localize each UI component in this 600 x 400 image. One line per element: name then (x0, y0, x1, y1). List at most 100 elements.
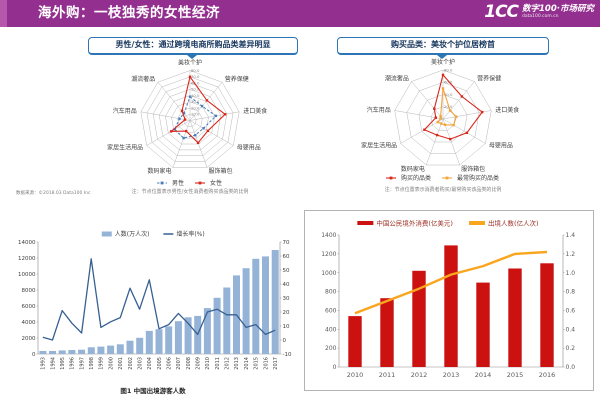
overseas-spending-panel: 0 200 400 600 800 1000 1200 1400 0.0 0.2 0.4 0.6 0.8… (304, 210, 594, 391)
title-pointer-icon (187, 55, 197, 59)
svg-text:2013: 2013 (234, 357, 240, 370)
header-bar: 海外购：一枝独秀的女性经济 1CC 数字100·市场研究 data100.com… (0, 0, 600, 27)
svg-text:0.8: 0.8 (566, 289, 576, 296)
svg-text:14000: 14000 (18, 240, 36, 246)
svg-text:800: 800 (325, 289, 337, 296)
svg-text:汽车用品: 汽车用品 (113, 107, 137, 115)
svg-text:50: 50 (283, 268, 290, 274)
svg-text:6000: 6000 (22, 304, 36, 310)
radar-category-note: 注：节点位置表示消费者购买/最常购买该品类的比例 (384, 187, 502, 193)
svg-text:2013: 2013 (443, 371, 460, 379)
svg-text:1997: 1997 (79, 357, 85, 370)
svg-text:中国公民境外消费(亿美元): 中国公民境外消费(亿美元) (376, 218, 453, 227)
svg-text:营养保健: 营养保健 (225, 75, 249, 83)
svg-text:1.0: 1.0 (566, 270, 576, 277)
svg-text:女性: 女性 (210, 179, 222, 187)
svg-text:2016: 2016 (539, 371, 556, 379)
header-accent-strip (0, 0, 7, 27)
svg-text:20.0: 20.0 (191, 105, 200, 110)
svg-text:70: 70 (283, 240, 290, 246)
svg-text:0.2: 0.2 (566, 345, 576, 352)
svg-text:2014: 2014 (475, 371, 492, 379)
svg-text:服饰箱包: 服饰箱包 (461, 165, 485, 173)
radar-chart-category: 20.040.060.080.0美妆个护营养保健进口美食母婴用品服饰箱包数码家电… (361, 58, 519, 182)
outbound-tourists-chart: 0 2000 4000 6000 8000 10000 12000 14000 -10 0 10 20… (18, 230, 292, 370)
svg-text:400: 400 (325, 326, 337, 333)
svg-text:男性: 男性 (172, 179, 184, 187)
svg-text:母婴用品: 母婴用品 (237, 145, 261, 152)
svg-text:1994: 1994 (50, 357, 56, 370)
svg-text:2006: 2006 (167, 357, 173, 370)
svg-text:2008: 2008 (186, 357, 192, 370)
svg-text:1.4: 1.4 (566, 232, 576, 239)
overseas-spending-chart: 0 200 400 600 800 1000 1200 1400 0.0 0.2 0.4 0.6 0.8… (321, 218, 576, 379)
svg-text:60: 60 (283, 254, 290, 260)
svg-text:2010: 2010 (205, 357, 211, 370)
svg-text:2005: 2005 (157, 357, 163, 370)
svg-text:0.6: 0.6 (566, 308, 576, 315)
svg-text:母婴用品: 母婴用品 (489, 143, 513, 150)
svg-text:600: 600 (325, 308, 337, 315)
svg-text:汽车用品: 汽车用品 (367, 106, 391, 114)
svg-text:0: 0 (283, 338, 287, 344)
svg-text:增长率(%): 增长率(%) (176, 230, 204, 238)
svg-text:40.0: 40.0 (191, 93, 200, 98)
svg-text:服饰箱包: 服饰箱包 (209, 167, 233, 175)
radar-category-title: 购买品类：美妆个护位居榜首 (337, 37, 549, 55)
svg-text:2015: 2015 (507, 371, 524, 379)
page-title: 海外购：一枝独秀的女性经济 (38, 5, 220, 21)
svg-text:潮流奢品: 潮流奢品 (385, 74, 409, 82)
svg-text:10000: 10000 (18, 272, 36, 278)
svg-text:12000: 12000 (18, 256, 36, 262)
svg-text:进口美食: 进口美食 (243, 107, 267, 115)
svg-text:1998: 1998 (89, 357, 95, 370)
svg-text:数码家电: 数码家电 (147, 167, 171, 175)
radar-gender-note: 注：节点位置表示男性/女性消费者购买该品类的比例 (131, 189, 249, 195)
svg-text:60.0: 60.0 (444, 80, 453, 85)
svg-text:最常购买的品类: 最常购买的品类 (457, 174, 499, 182)
logo: 1CC 数字100·市场研究 data100.com.cn (484, 2, 594, 22)
svg-text:2009: 2009 (196, 357, 202, 370)
svg-text:10: 10 (283, 324, 290, 330)
svg-text:2001: 2001 (118, 357, 124, 370)
svg-text:2000: 2000 (108, 357, 114, 370)
svg-text:2012: 2012 (225, 357, 231, 370)
svg-text:潮流奢品: 潮流奢品 (131, 75, 155, 83)
svg-text:人数(万人次): 人数(万人次) (115, 230, 150, 238)
svg-text:美妆个护: 美妆个护 (178, 59, 202, 67)
svg-text:2015: 2015 (254, 357, 260, 370)
svg-text:1996: 1996 (70, 357, 76, 370)
svg-text:1400: 1400 (321, 232, 336, 239)
svg-text:10.0: 10.0 (191, 112, 200, 117)
svg-text:30: 30 (283, 296, 290, 302)
svg-text:家居生活用品: 家居生活用品 (107, 144, 143, 152)
data-source-note: 数据来源：©2018.03 Data100 Inc (16, 191, 91, 196)
svg-text:美妆个护: 美妆个护 (431, 58, 455, 66)
svg-text:4000: 4000 (22, 320, 36, 326)
svg-text:1999: 1999 (99, 357, 105, 370)
svg-text:2017: 2017 (273, 357, 279, 370)
svg-text:2011: 2011 (379, 371, 396, 379)
svg-text:0.0: 0.0 (566, 364, 576, 371)
svg-text:8000: 8000 (22, 288, 36, 294)
svg-text:2003: 2003 (137, 357, 143, 370)
figure-caption: 图1 中国出境游客人数 (120, 387, 186, 395)
title-pointer-icon (437, 55, 447, 59)
logo-icon: 1CC (484, 2, 519, 22)
svg-text:家居生活用品: 家居生活用品 (361, 142, 397, 150)
logo-url-text: data100.com.cn (522, 14, 559, 19)
svg-text:20: 20 (283, 310, 290, 316)
svg-text:数码家电: 数码家电 (401, 165, 425, 173)
svg-text:2010: 2010 (347, 371, 364, 379)
svg-text:2016: 2016 (263, 357, 269, 370)
svg-text:2004: 2004 (147, 357, 153, 370)
svg-text:出境人数(亿人次): 出境人数(亿人次) (488, 218, 539, 227)
svg-text:40.0: 40.0 (444, 92, 453, 97)
svg-text:40: 40 (283, 282, 290, 288)
radar-chart-gender: 10.0 20.030.040.050.0 60.070.080.0美妆个护营养保健… (107, 59, 267, 188)
svg-text:2014: 2014 (244, 357, 250, 370)
svg-text:0.4: 0.4 (566, 326, 576, 333)
svg-text:0: 0 (32, 352, 36, 358)
svg-text:2007: 2007 (176, 357, 182, 370)
